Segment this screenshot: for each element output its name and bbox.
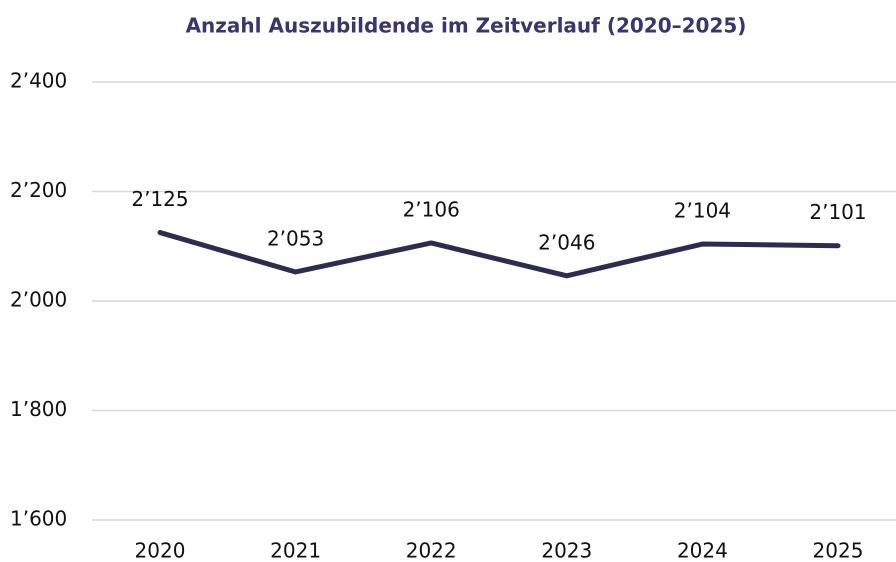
x-tick-label: 2021 [270,539,321,562]
data-label: 2’053 [267,226,324,250]
chart-title: Anzahl Auszubildende im Zeitverlauf (202… [186,14,747,38]
y-tick-label: 2’000 [10,288,67,312]
data-label: 2’104 [674,199,731,223]
x-tick-label: 2022 [406,539,457,562]
y-tick-label: 2’200 [10,178,67,202]
data-label: 2’101 [809,200,866,224]
data-label: 2’106 [403,197,460,221]
x-tick-label: 2025 [813,539,864,562]
data-label: 2’046 [538,230,595,254]
x-tick-label: 2020 [135,539,186,562]
y-tick-label: 1’600 [10,507,67,531]
y-tick-label: 1’800 [10,397,67,421]
y-tick-label: 2’400 [10,69,67,93]
x-tick-label: 2024 [677,539,728,562]
data-label: 2’125 [131,187,188,211]
x-tick-label: 2023 [541,539,592,562]
line [157,230,841,279]
